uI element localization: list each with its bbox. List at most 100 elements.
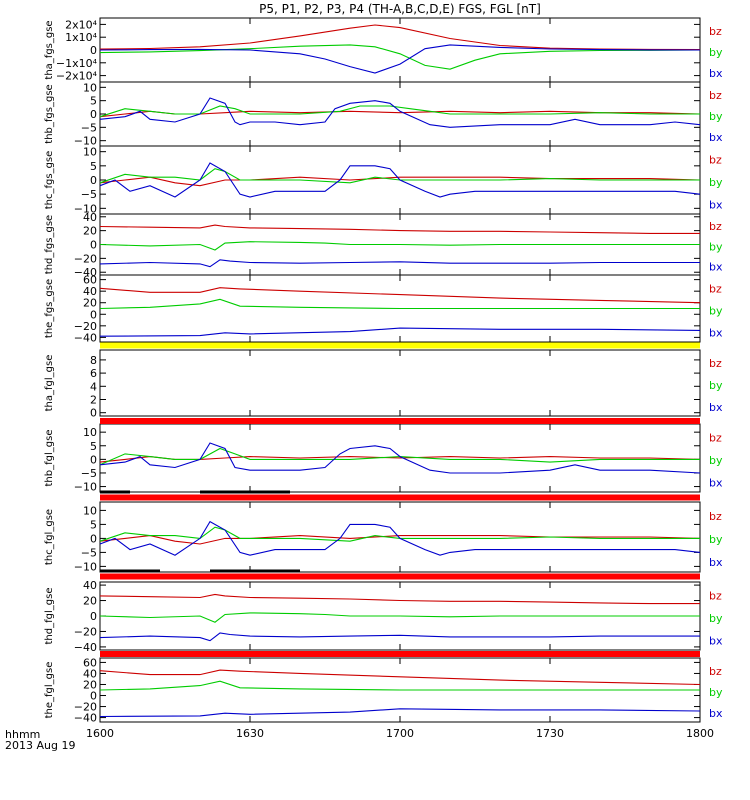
legend-by: by [709,305,723,318]
y-tick-label: 0 [90,690,97,703]
x-tick-label: 1800 [686,727,714,740]
series-line-bx [99,327,701,337]
y-tick-label: 0 [90,308,97,321]
legend-bx: bx [709,260,723,273]
y-tick-label: 8 [90,354,97,367]
x-tick-label: 1630 [236,727,264,740]
series-line-bz [99,224,700,234]
panel-ylabel: thd_fgs_gse [44,215,55,274]
legend-bx: bx [709,67,723,80]
y-tick-label: 20 [83,595,97,608]
y-tick-label: −10 [74,560,97,573]
series-line-bx [99,44,701,74]
series-line-by [99,680,700,691]
y-tick-label: 4 [90,380,97,393]
y-tick-label: 40 [83,285,97,298]
y-tick-label: 60 [83,656,97,669]
y-tick-label: 10 [83,504,97,517]
y-tick-label: 5 [90,440,97,453]
legend-bz: bz [709,154,722,167]
y-tick-label: 60 [83,274,97,287]
panel-frame [99,349,701,417]
y-tick-label: 0 [90,453,97,466]
y-tick-label: −40 [74,712,97,725]
panel-ylabel: the_fgl_gse [44,662,55,719]
y-tick-label: 2 [90,394,97,407]
legend-by: by [709,686,723,699]
legend-bz: bz [709,89,722,102]
series-line-bx [99,520,701,556]
y-tick-label: −40 [74,266,97,279]
series-line-by [99,447,700,466]
panel-ylabel: tha_fgl_gse [44,355,55,412]
panel-ylabel: tha_fgs_gse [44,20,55,79]
y-tick-label: −20 [74,252,97,265]
series-line-bz [99,669,701,686]
time-label-date: 2013 Aug 19 [5,739,75,752]
y-tick-label: 0 [90,44,97,57]
series-line-by [99,105,700,118]
legend-by: by [709,240,723,253]
legend-bz: bz [709,432,722,445]
legend-by: by [709,46,723,59]
legend-bz: bz [709,357,722,370]
y-tick-label: 0 [90,532,97,545]
y-tick-label: 40 [83,211,97,224]
legend-bz: bz [709,282,722,295]
series-line-bx [99,162,701,198]
legend-by: by [709,612,723,625]
y-tick-label: 2x10⁴ [65,18,98,31]
y-tick-label: −10 [74,202,97,215]
y-tick-label: −20 [74,320,97,333]
legend-bz: bz [709,25,722,38]
legend-bx: bx [709,707,723,720]
series-line-bx [99,442,701,474]
y-tick-label: −1x10⁴ [56,57,98,70]
x-tick-label: 1700 [386,727,414,740]
y-tick-label: −40 [74,641,97,654]
y-tick-label: −10 [74,135,97,148]
panel-ylabel: thb_fgs_gse [44,84,55,143]
y-tick-label: 20 [83,678,97,691]
y-tick-label: 0 [90,610,97,623]
panel-ylabel: the_fgs_gse [44,279,55,338]
legend-by: by [709,533,723,546]
black-data-bar [100,490,130,494]
status-bar [100,418,700,424]
series-line-by [99,298,700,310]
legend-bz: bz [709,510,722,523]
y-tick-label: 0 [90,108,97,121]
series-line-by [99,168,700,184]
y-tick-label: −20 [74,625,97,638]
y-tick-label: −5 [81,546,97,559]
panel-ylabel: thb_fgl_gse [44,430,55,487]
status-bar [100,342,700,349]
y-tick-label: 10 [83,81,97,94]
legend-bx: bx [709,476,723,489]
black-data-bar [200,490,290,494]
legend-by: by [709,110,723,123]
y-tick-label: 5 [90,160,97,173]
status-bar [100,494,700,501]
series-line-bx [99,632,700,642]
y-tick-label: 5 [90,518,97,531]
legend-bz: bz [709,665,722,678]
y-tick-label: 40 [83,667,97,680]
y-tick-label: 5 [90,95,97,108]
panel-ylabel: thc_fgs_gse [44,151,55,210]
series-line-bz [99,535,701,545]
legend-by: by [709,176,723,189]
legend-bz: bz [709,220,722,233]
legend-by: by [709,454,723,467]
y-tick-label: 40 [83,579,97,592]
legend-bx: bx [709,634,723,647]
panel-ylabel: thc_fgl_gse [44,509,55,565]
y-tick-label: 20 [83,297,97,310]
y-tick-label: −5 [81,188,97,201]
series-line-bz [99,24,701,51]
y-tick-label: −5 [81,467,97,480]
y-tick-label: 20 [83,225,97,238]
y-tick-label: 10 [83,146,97,159]
